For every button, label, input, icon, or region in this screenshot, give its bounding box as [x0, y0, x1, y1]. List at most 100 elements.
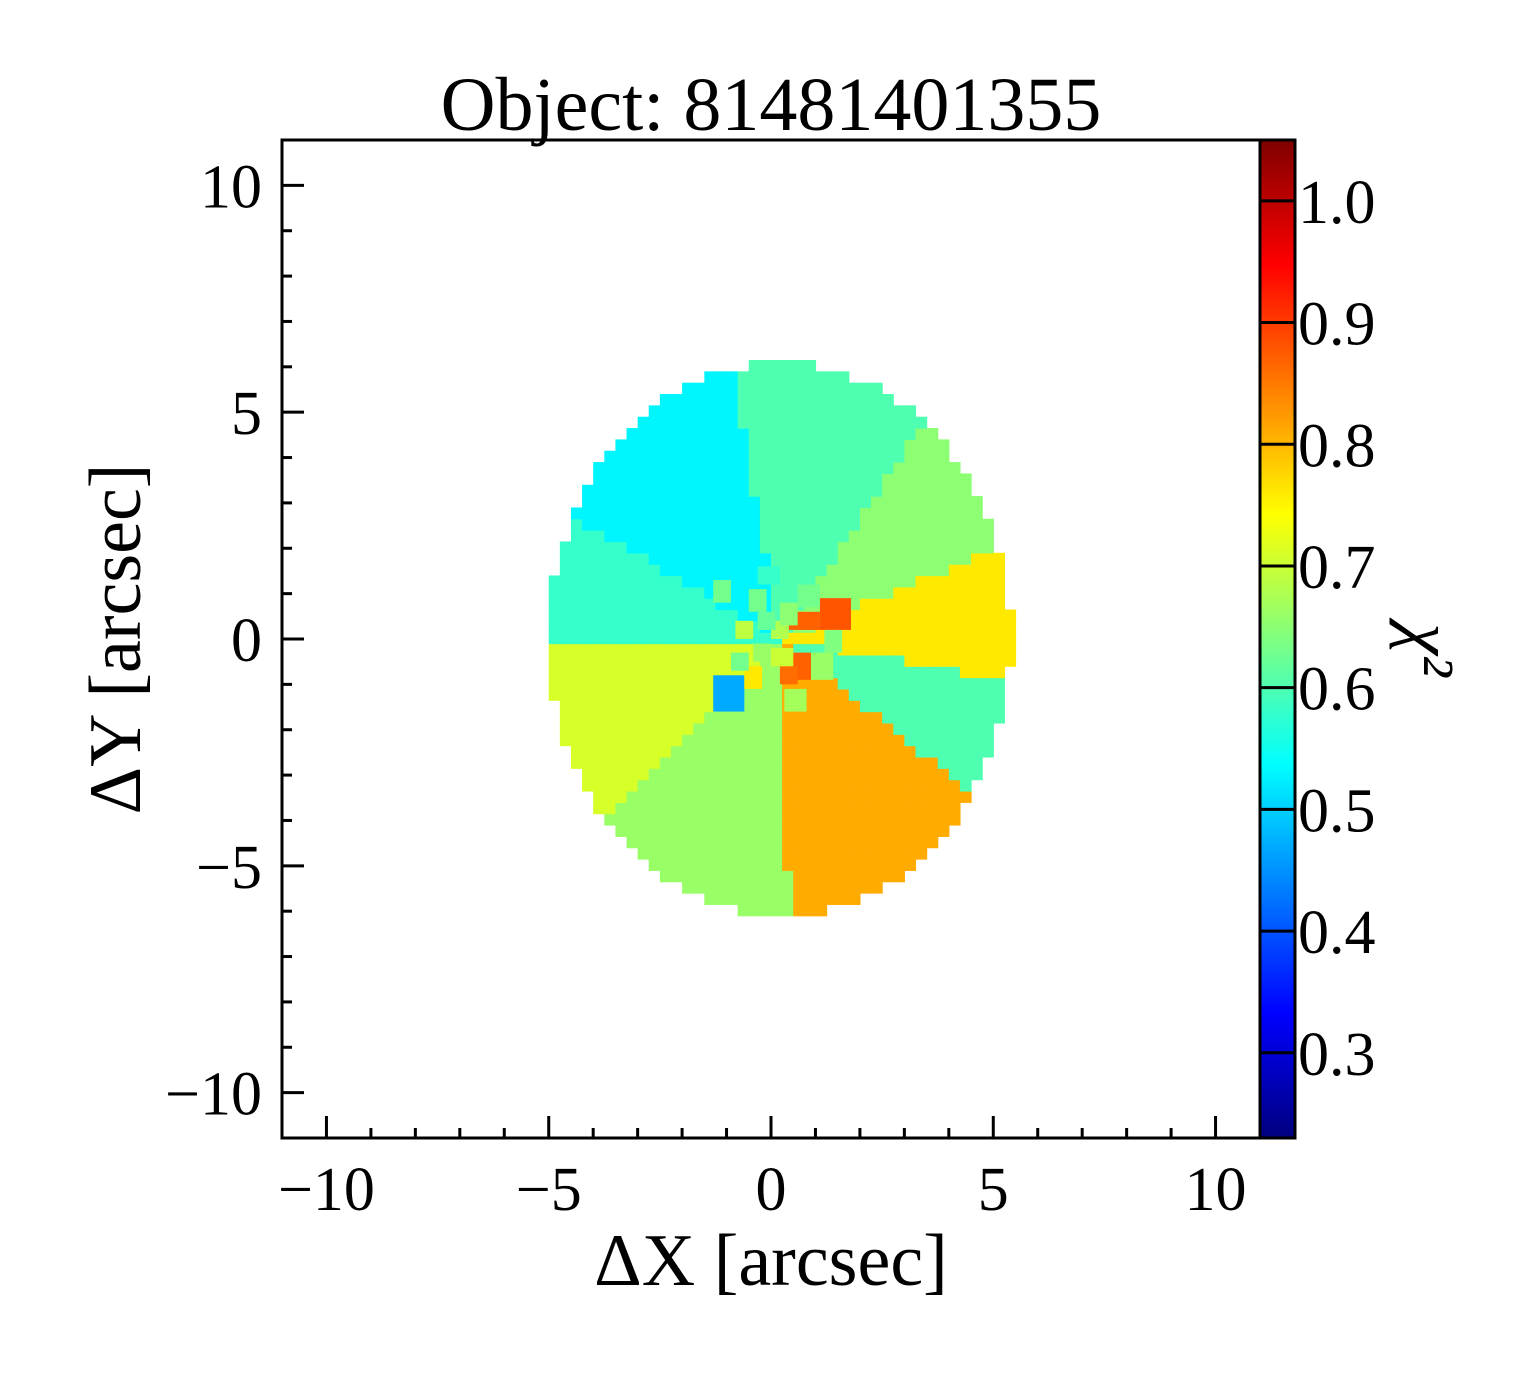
map-pixel: [826, 394, 839, 406]
map-pixel: [748, 439, 761, 452]
map-pixel: [904, 541, 917, 554]
map-pixel: [659, 859, 672, 871]
map-pixel: [648, 462, 661, 475]
map-pixel: [670, 416, 683, 429]
map-pixel: [682, 598, 694, 611]
map-pixel: [759, 688, 772, 701]
map-pixel: [593, 541, 605, 554]
map-pixel: [670, 620, 683, 633]
map-pixel: [859, 541, 872, 554]
map-pixel: [559, 586, 572, 599]
map-pixel: [748, 893, 761, 905]
map-pixel: [582, 564, 594, 577]
map-pixel: [882, 802, 894, 815]
map-cell: [713, 675, 745, 712]
map-pixel: [982, 609, 994, 622]
map-pixel: [604, 790, 617, 803]
map-pixel: [637, 609, 650, 622]
map-pixel: [837, 450, 850, 463]
y-tick-label: 0: [231, 607, 262, 675]
map-pixel: [548, 677, 561, 690]
map-pixel: [626, 802, 639, 815]
map-pixel: [771, 371, 783, 384]
map-pixel: [670, 813, 683, 826]
map-pixel: [771, 450, 783, 463]
map-pixel: [993, 666, 1005, 679]
map-pixel: [904, 677, 917, 690]
map-pixel: [682, 802, 694, 815]
map-pixel: [682, 484, 694, 497]
map-pixel: [971, 496, 983, 509]
map-pixel: [804, 836, 817, 849]
map-pixel: [604, 779, 617, 792]
map-pixel: [737, 745, 750, 758]
map-pixel: [637, 722, 650, 735]
map-pixel: [593, 722, 605, 735]
map-pixel: [771, 552, 783, 565]
map-pixel: [748, 870, 761, 883]
map-pixel: [937, 768, 950, 781]
map-pixel: [693, 768, 705, 781]
map-pixel: [804, 643, 817, 656]
map-pixel: [726, 450, 739, 463]
map-pixel: [693, 620, 705, 633]
map-pixel: [904, 813, 917, 826]
map-pixel: [593, 688, 605, 701]
map-pixel: [715, 847, 728, 860]
x-axis-tick-labels: −10 −5 0 5 10: [278, 1156, 1247, 1224]
map-pixel: [882, 824, 894, 837]
map-pixel: [693, 518, 705, 531]
map-cell: [744, 666, 763, 689]
map-pixel: [759, 700, 772, 713]
map-pixel: [826, 768, 839, 781]
map-pixel: [626, 722, 639, 735]
map-pixel: [726, 881, 739, 894]
map-pixel: [848, 620, 861, 633]
map-pixel: [893, 643, 905, 656]
map-pixel: [604, 484, 617, 497]
map-pixel: [637, 734, 650, 747]
map-pixel: [693, 859, 705, 871]
map-pixel: [882, 768, 894, 781]
map-pixel: [748, 836, 761, 849]
map-pixel: [948, 654, 961, 667]
map-pixel: [682, 688, 694, 701]
map-pixel: [704, 666, 717, 679]
map-pixel: [582, 756, 594, 769]
map-pixel: [704, 541, 717, 554]
map-pixel: [815, 790, 828, 803]
map-pixel: [759, 756, 772, 769]
map-pixel: [637, 564, 650, 577]
map-pixel: [804, 360, 817, 372]
map-pixel: [826, 371, 839, 384]
map-pixel: [826, 711, 839, 724]
map-pixel: [737, 473, 750, 486]
map-pixel: [670, 564, 683, 577]
map-pixel: [670, 450, 683, 463]
map-pixel: [559, 666, 572, 679]
map-pixel: [648, 507, 661, 520]
map-pixel: [871, 643, 883, 656]
map-pixel: [726, 802, 739, 815]
map-pixel: [993, 688, 1005, 701]
map-pixel: [726, 632, 739, 645]
map-pixel: [1004, 643, 1017, 656]
map-pixel: [871, 541, 883, 554]
map-pixel: [837, 382, 850, 395]
map-pixel: [715, 598, 728, 611]
map-pixel: [859, 711, 872, 724]
map-pixel: [693, 688, 705, 701]
map-pixel: [882, 859, 894, 871]
map-pixel: [704, 620, 717, 633]
map-pixel: [648, 768, 661, 781]
map-pixel: [726, 405, 739, 418]
map-pixel: [771, 586, 783, 599]
map-pixel: [937, 802, 950, 815]
map-pixel: [982, 677, 994, 690]
map-pixel: [626, 530, 639, 543]
map-pixel: [915, 756, 928, 769]
map-pixel: [693, 439, 705, 452]
map-pixel: [682, 768, 694, 781]
map-pixel: [615, 688, 628, 701]
map-pixel: [959, 790, 972, 803]
